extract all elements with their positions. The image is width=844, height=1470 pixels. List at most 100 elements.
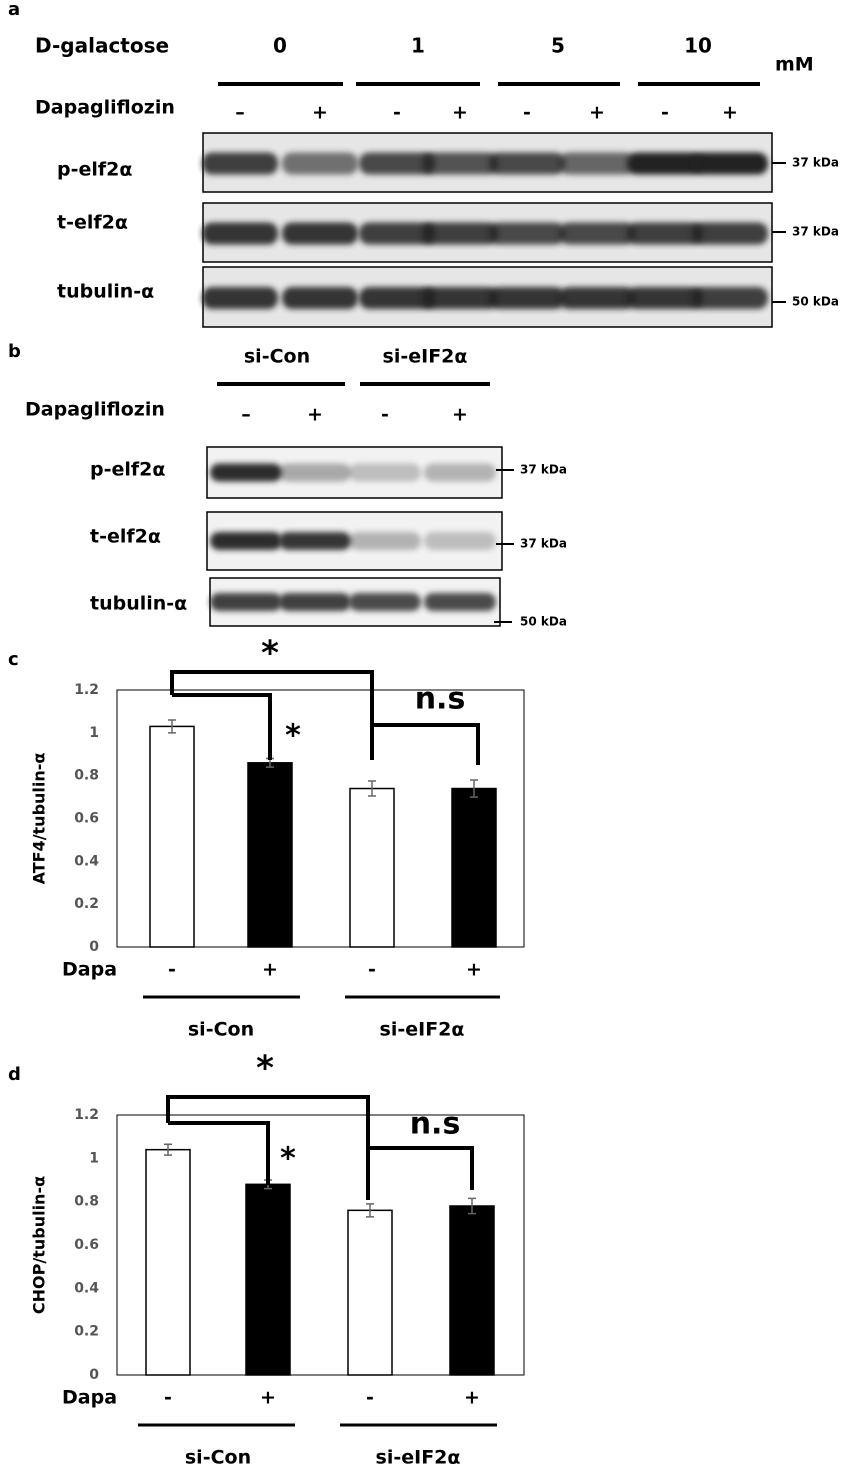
error-bar [468, 1197, 476, 1215]
row-label: tubulin-α [90, 593, 187, 615]
band [210, 593, 282, 611]
band [692, 287, 768, 309]
group-label: si-eIF2α [380, 1019, 465, 1041]
plot-frame [116, 689, 525, 948]
row-label: p-elf2α [90, 459, 165, 481]
band [279, 532, 351, 550]
treatment-label: D-galactose [35, 34, 169, 58]
band [627, 222, 703, 245]
band [424, 532, 496, 550]
y-tick-label: 1 [89, 725, 99, 741]
marker-label: 37 kDa [792, 156, 839, 170]
x-tick-label: - [368, 959, 376, 981]
band [489, 152, 565, 175]
y-tick-label: 1 [89, 1150, 99, 1166]
x-axis-title: Dapa [62, 1387, 117, 1409]
band [202, 152, 278, 175]
group-label: si-Con [188, 1019, 254, 1041]
annotation: n.s [415, 682, 466, 717]
band [422, 222, 498, 245]
panel-label: b [8, 341, 21, 362]
y-tick-label: 0.8 [74, 768, 99, 784]
bar [451, 787, 497, 948]
row-label: t-elf2α [90, 526, 161, 548]
bar [347, 1209, 393, 1376]
annotation: * [280, 1142, 296, 1177]
annotation: * [261, 634, 279, 674]
y-axis-title: ATF4/tubulin-α [30, 753, 49, 885]
significance-bracket [368, 1146, 474, 1190]
annotation: n.s [410, 1107, 461, 1142]
row-label: p-elf2α [57, 159, 132, 181]
y-axis-title: CHOP/tubulin-α [30, 1176, 49, 1314]
band [489, 287, 565, 309]
y-tick-label: 0.8 [74, 1194, 99, 1210]
sign: - [523, 102, 531, 124]
y-tick-label: 1.2 [74, 682, 99, 698]
sign: - [393, 102, 401, 124]
sign: + [312, 102, 328, 124]
concentration: 0 [273, 34, 287, 58]
band [349, 593, 421, 611]
band [282, 152, 358, 175]
group-label: si-Con [244, 346, 310, 368]
y-tick-label: 0.6 [74, 1237, 99, 1253]
drug-label: Dapagliflozin [25, 399, 165, 421]
band [559, 152, 635, 175]
error-bar [470, 779, 478, 798]
row-label: tubulin-α [57, 281, 154, 303]
band [559, 222, 635, 245]
band [424, 593, 496, 611]
plot-frame [116, 1114, 525, 1376]
y-tick-label: 0.4 [74, 853, 99, 869]
significance-bracket [172, 693, 272, 760]
panel-label: a [8, 0, 20, 20]
bar [245, 1183, 291, 1376]
group-label: si-eIF2α [383, 346, 468, 368]
band [359, 222, 435, 245]
drug-label: Dapagliflozin [35, 97, 175, 119]
unit-label: mM [775, 54, 814, 76]
band [692, 222, 768, 245]
significance-bracket [168, 1121, 270, 1185]
group-label: si-eIF2α [376, 1447, 461, 1467]
band [282, 287, 358, 309]
x-tick-label: - [164, 1387, 172, 1409]
sign: + [452, 102, 468, 124]
error-bar [168, 719, 176, 734]
band [627, 152, 703, 175]
band [359, 152, 435, 175]
y-tick-label: 0.4 [74, 1280, 99, 1296]
band [210, 532, 282, 550]
marker-label: 50 kDa [520, 615, 567, 629]
concentration: 5 [551, 34, 565, 58]
x-tick-label: + [464, 1387, 480, 1409]
band [489, 222, 565, 245]
concentration: 10 [684, 34, 712, 58]
band [424, 463, 496, 482]
significance-bracket [372, 723, 480, 765]
sign: + [307, 404, 323, 426]
band [210, 463, 282, 482]
error-bar [164, 1143, 172, 1156]
y-tick-label: 0.6 [74, 811, 99, 827]
band [559, 287, 635, 309]
x-tick-label: - [168, 959, 176, 981]
band [692, 152, 768, 175]
x-axis-title: Dapa [62, 959, 117, 981]
sign: + [589, 102, 605, 124]
marker-label: 37 kDa [520, 537, 567, 551]
y-tick-label: 0.2 [74, 896, 99, 912]
sign: - [661, 102, 669, 124]
row-label: t-elf2α [57, 212, 128, 234]
band [422, 287, 498, 309]
error-bar [366, 1203, 374, 1218]
panel-label: d [8, 1064, 21, 1085]
bar [247, 762, 293, 948]
bar [145, 1148, 191, 1376]
sign: + [722, 102, 738, 124]
bar [349, 787, 395, 948]
y-tick-label: 0 [89, 1367, 99, 1383]
